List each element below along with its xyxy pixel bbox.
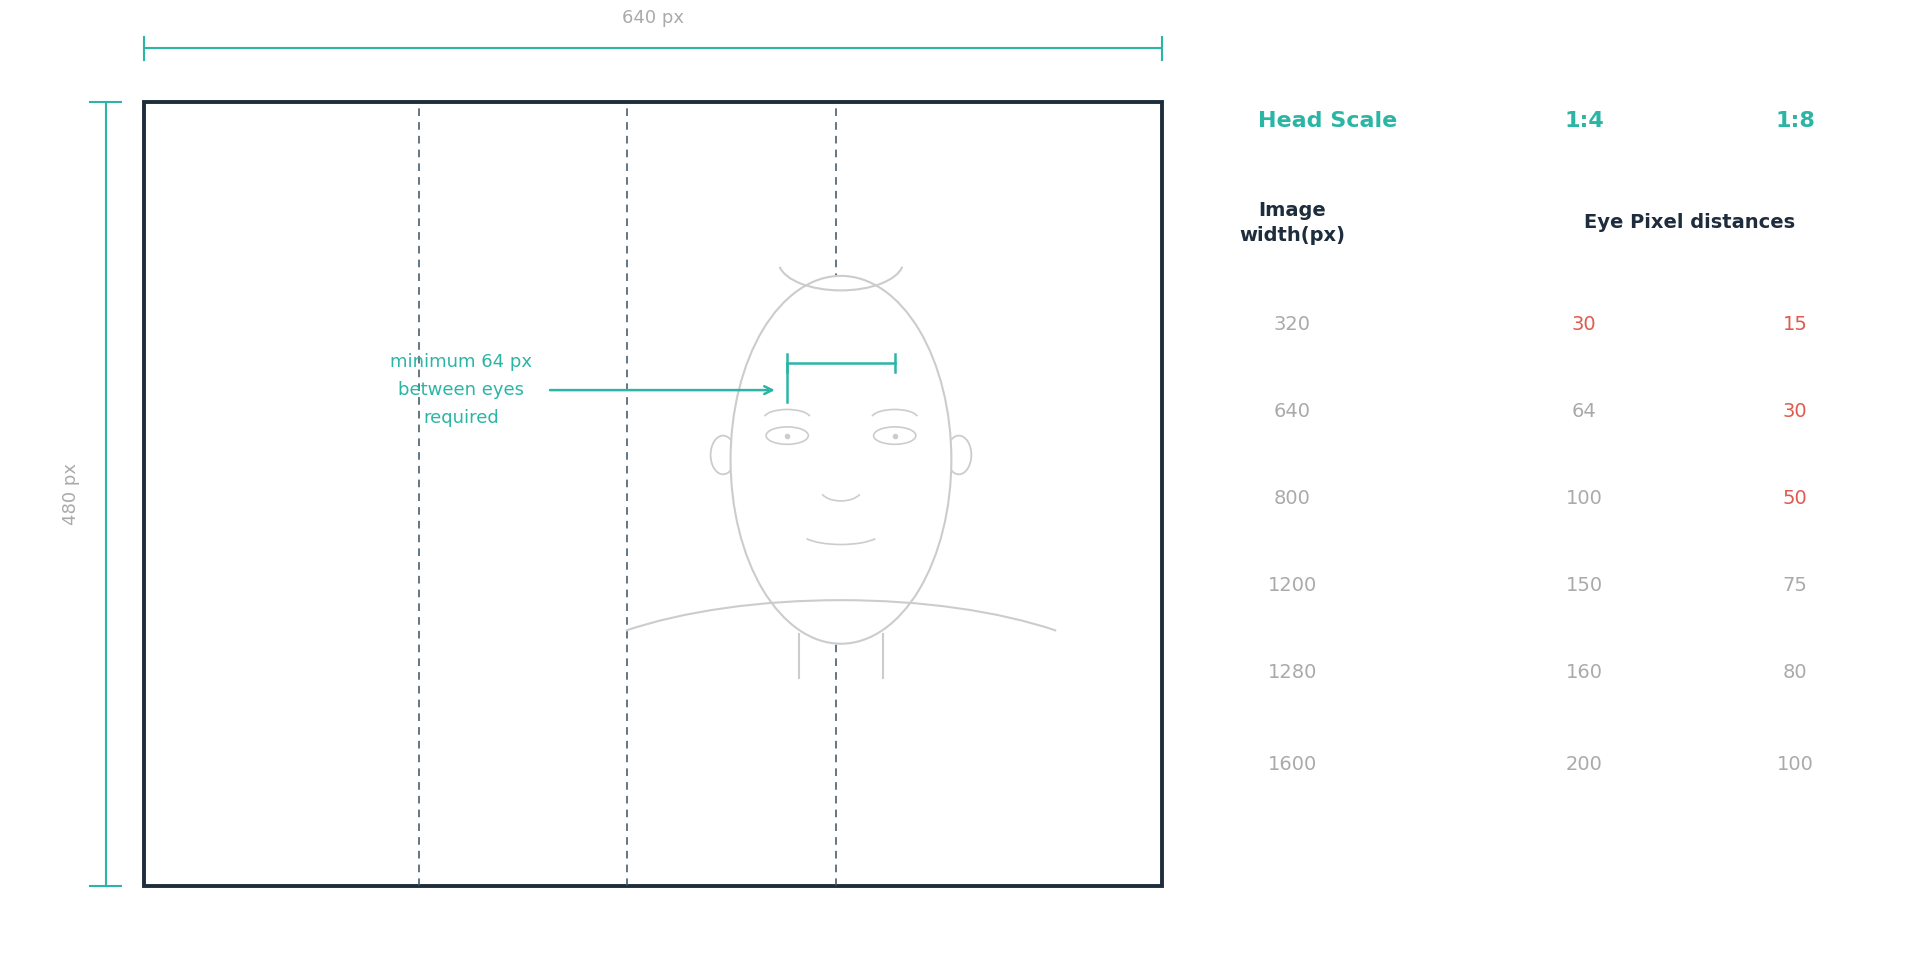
- Text: 1200: 1200: [1267, 576, 1317, 595]
- Text: 80: 80: [1784, 663, 1807, 682]
- Ellipse shape: [947, 436, 972, 474]
- Text: 480 px: 480 px: [61, 463, 81, 525]
- Ellipse shape: [710, 436, 735, 474]
- Text: 50: 50: [1784, 489, 1807, 508]
- Text: 640 px: 640 px: [622, 9, 684, 27]
- Text: 1:8: 1:8: [1776, 111, 1814, 131]
- Text: 1280: 1280: [1267, 663, 1317, 682]
- Text: 800: 800: [1273, 489, 1311, 508]
- Ellipse shape: [766, 427, 808, 444]
- Text: 75: 75: [1784, 576, 1807, 595]
- Text: 1600: 1600: [1267, 755, 1317, 774]
- Text: 320: 320: [1273, 315, 1311, 334]
- Text: Head Scale: Head Scale: [1258, 111, 1398, 131]
- Text: Image
width(px): Image width(px): [1238, 200, 1346, 245]
- Text: 30: 30: [1572, 315, 1596, 334]
- Text: 640: 640: [1273, 402, 1311, 421]
- Text: 15: 15: [1784, 315, 1807, 334]
- Text: minimum 64 px
between eyes
required: minimum 64 px between eyes required: [390, 353, 532, 427]
- Bar: [144, 102, 1162, 886]
- Text: 100: 100: [1565, 489, 1603, 508]
- Text: 150: 150: [1565, 576, 1603, 595]
- Ellipse shape: [730, 276, 952, 644]
- Text: 30: 30: [1784, 402, 1807, 421]
- Text: 200: 200: [1565, 755, 1603, 774]
- Text: Eye Pixel distances: Eye Pixel distances: [1584, 213, 1795, 232]
- Text: 64: 64: [1572, 402, 1596, 421]
- Ellipse shape: [874, 427, 916, 444]
- Text: 1:4: 1:4: [1565, 111, 1603, 131]
- Text: 100: 100: [1776, 755, 1814, 774]
- Text: 160: 160: [1565, 663, 1603, 682]
